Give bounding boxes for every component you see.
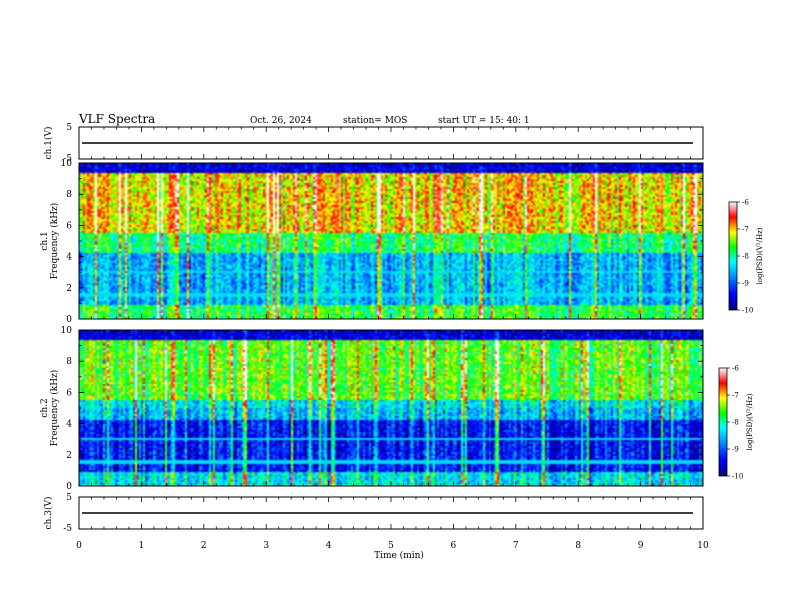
frequency-tick-label: 10 (61, 326, 73, 336)
time-axis-label: Time (min) (374, 550, 424, 561)
ch3-waveform-xticks (78, 497, 704, 529)
time-axis-tick-label: 3 (263, 541, 269, 551)
frequency-tick-label: 10 (61, 159, 73, 169)
time-axis-tick-label: 1 (139, 541, 145, 551)
frequency-tick-label: 8 (66, 357, 72, 367)
colorbar-tick-label: -9 (732, 446, 739, 454)
colorbar-tick-label: -9 (742, 280, 749, 288)
date-label: Oct. 26, 2024 (250, 116, 312, 126)
frequency-tick-label: 4 (66, 420, 72, 430)
colorbar-tick-label: -6 (732, 365, 739, 373)
ch1-spectrogram-panel: 0 2 4 6 8 10 ch.1 Frequency (kHz) (40, 159, 704, 325)
time-axis-tick-label: 8 (575, 541, 581, 551)
ch1-waveform-ylabel: ch.1(V) (43, 127, 54, 160)
time-axis-tick-label: 4 (326, 541, 332, 551)
figure-title: VLF Spectra (78, 112, 155, 126)
ch3-ytick-top: 5 (66, 493, 72, 503)
ch2-spectrogram-image (79, 330, 703, 486)
ch2-spectrogram-yticks: 0 2 4 6 8 10 (61, 326, 704, 492)
ch2-spectrogram-panel: 0 2 4 6 8 10 ch.2 Frequency (kHz) (40, 326, 704, 492)
colorbar-tick-label: -10 (732, 473, 743, 481)
frequency-tick-label: 4 (66, 253, 72, 263)
frequency-tick-label: 8 (66, 190, 72, 200)
time-axis-tick-labels: 0 1 2 3 4 5 6 7 8 9 10 (76, 541, 709, 551)
ch1-waveform-panel: 5 -5 ch.1(V) (43, 123, 704, 164)
ch1-colorbar-ticks: -6 -7 -8 -9 -10 (737, 199, 753, 315)
ch3-waveform-panel: 5 -5 ch.3(V) (43, 493, 704, 534)
ch2-spectrogram-ylabel-frequency: Frequency (kHz) (49, 370, 60, 447)
ch3-ytick-bottom: -5 (63, 524, 72, 534)
ch1-spectrogram-image (79, 163, 703, 319)
colorbar-tick-label: -6 (742, 199, 749, 207)
start-time-label: start UT = 15: 40: 1 (438, 116, 530, 126)
colorbar-tick-label: -8 (742, 253, 749, 261)
ch1-colorbar-label: log(PSD)(V²/Hz) (756, 227, 764, 284)
frequency-tick-label: 6 (66, 221, 72, 231)
ch2-spectrogram-ylabel-channel: ch.2 (40, 398, 50, 417)
frequency-tick-label: 6 (66, 388, 72, 398)
ch2-colorbar-ticks: -6 -7 -8 -9 -10 (727, 365, 743, 481)
ch1-spectrogram-ylabel-channel: ch.1 (40, 231, 50, 250)
time-axis-tick-label: 7 (513, 541, 519, 551)
time-axis-tick-label: 0 (76, 541, 82, 551)
colorbar-tick-label: -7 (732, 392, 739, 400)
station-label: station= MOS (343, 116, 407, 126)
time-axis-tick-label: 2 (201, 541, 207, 551)
ch3-waveform-ylabel: ch.3(V) (43, 497, 54, 530)
ch1-waveform-xticks (78, 127, 704, 159)
time-axis-tick-label: 5 (388, 541, 394, 551)
frequency-tick-label: 2 (66, 451, 72, 461)
colorbar-tick-label: -8 (732, 419, 739, 427)
ch1-colorbar: -6 -7 -8 -9 -10 log(PSD)(V²/Hz) (728, 199, 764, 315)
ch1-spectrogram-ylabel-frequency: Frequency (kHz) (49, 203, 60, 280)
frequency-tick-label: 0 (66, 315, 72, 325)
ch1-ytick-top: 5 (66, 123, 72, 133)
ch1-colorbar-gradient (728, 201, 738, 311)
ch2-colorbar-label: log(PSD)(V²/Hz) (746, 393, 754, 450)
time-axis-tick-label: 6 (451, 541, 457, 551)
ch1-ytick-bottom: -5 (63, 154, 72, 164)
colorbar-tick-label: -10 (742, 307, 753, 315)
colorbar-tick-label: -7 (742, 226, 749, 234)
ch1-spectrogram-yticks: 0 2 4 6 8 10 (61, 159, 704, 325)
ch2-colorbar: -6 -7 -8 -9 -10 log(PSD)(V²/Hz) (718, 365, 754, 481)
frequency-tick-label: 2 (66, 284, 72, 294)
ch2-colorbar-gradient (718, 367, 728, 477)
frequency-tick-label: 0 (66, 482, 72, 492)
time-axis-tick-label: 10 (697, 541, 709, 551)
time-axis-tick-label: 9 (638, 541, 644, 551)
